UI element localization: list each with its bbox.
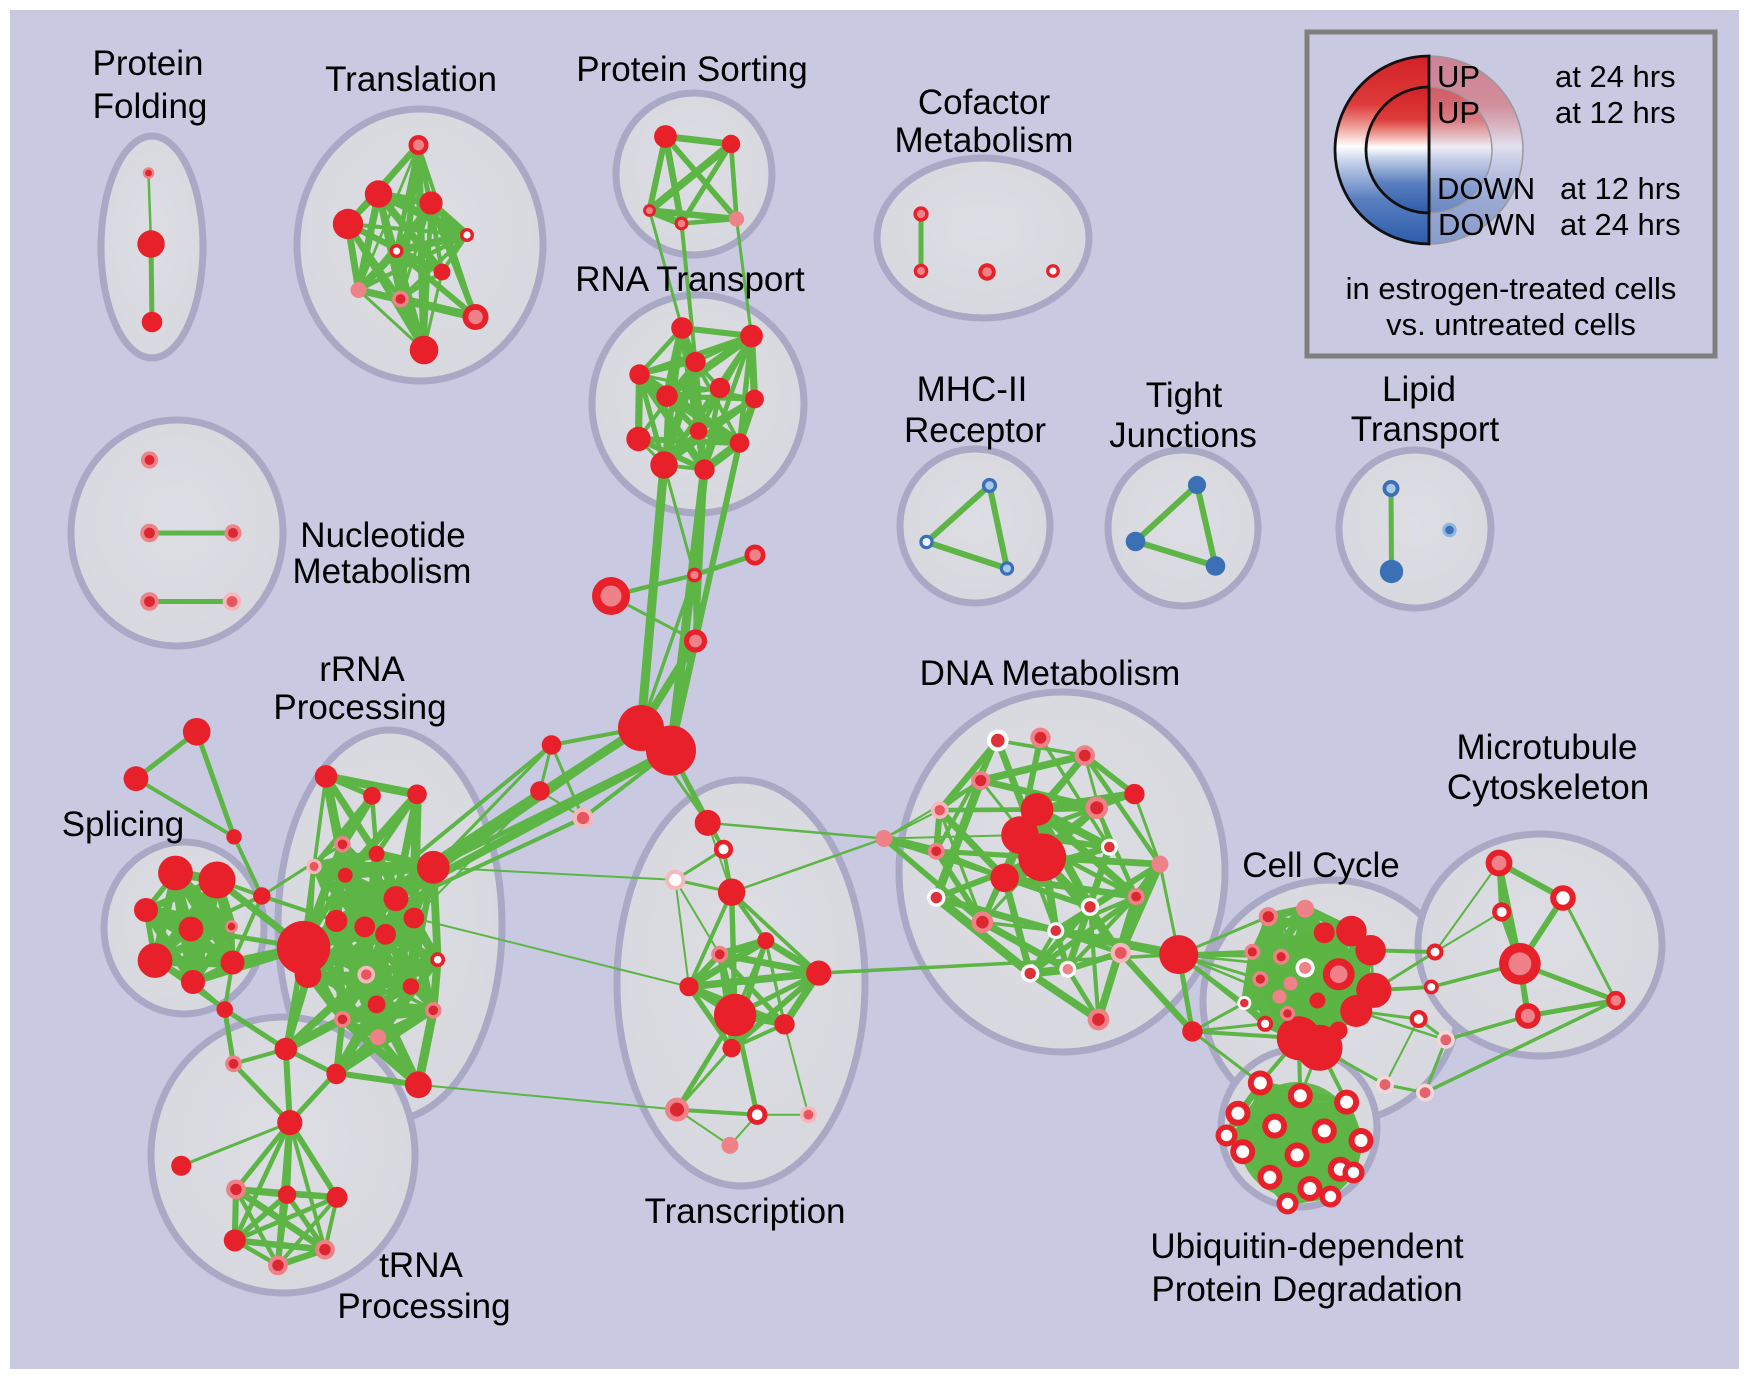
svg-text:Splicing: Splicing: [62, 805, 185, 844]
svg-text:Cytoskeleton: Cytoskeleton: [1447, 768, 1649, 807]
svg-text:Cell Cycle: Cell Cycle: [1242, 846, 1400, 885]
svg-text:RNA Transport: RNA Transport: [575, 260, 805, 299]
svg-text:Protein: Protein: [93, 44, 204, 83]
svg-text:Tight: Tight: [1146, 376, 1223, 415]
svg-text:Protein Degradation: Protein Degradation: [1151, 1270, 1462, 1309]
svg-text:Junctions: Junctions: [1109, 416, 1257, 455]
svg-text:Processing: Processing: [337, 1287, 510, 1326]
svg-text:Transport: Transport: [1351, 410, 1500, 449]
svg-text:DOWN: DOWN: [1438, 207, 1536, 242]
svg-text:UP: UP: [1437, 95, 1480, 130]
svg-text:Metabolism: Metabolism: [293, 552, 472, 591]
svg-text:Transcription: Transcription: [645, 1192, 846, 1231]
svg-text:Nucleotide: Nucleotide: [300, 516, 465, 555]
svg-text:at 24 hrs: at 24 hrs: [1555, 59, 1676, 94]
svg-text:Metabolism: Metabolism: [895, 121, 1074, 160]
svg-text:Cofactor: Cofactor: [918, 83, 1051, 122]
svg-text:tRNA: tRNA: [379, 1246, 463, 1285]
svg-text:Receptor: Receptor: [904, 411, 1046, 450]
svg-text:Lipid: Lipid: [1382, 370, 1456, 409]
svg-text:Folding: Folding: [93, 87, 208, 126]
svg-text:at 12 hrs: at 12 hrs: [1560, 171, 1681, 206]
svg-text:at 12 hrs: at 12 hrs: [1555, 95, 1676, 130]
svg-text:in estrogen-treated cells: in estrogen-treated cells: [1346, 271, 1677, 306]
svg-text:rRNA: rRNA: [319, 650, 405, 689]
svg-text:Protein Sorting: Protein Sorting: [576, 50, 808, 89]
svg-text:Microtubule: Microtubule: [1457, 728, 1638, 767]
svg-text:Processing: Processing: [273, 688, 446, 727]
svg-text:vs. untreated cells: vs. untreated cells: [1386, 307, 1636, 342]
svg-text:Ubiquitin-dependent: Ubiquitin-dependent: [1150, 1227, 1464, 1266]
svg-text:at 24 hrs: at 24 hrs: [1560, 207, 1681, 242]
svg-text:Translation: Translation: [325, 60, 497, 99]
svg-text:DOWN: DOWN: [1437, 171, 1535, 206]
svg-text:MHC-II: MHC-II: [917, 370, 1028, 409]
svg-text:UP: UP: [1437, 59, 1480, 94]
svg-text:DNA Metabolism: DNA Metabolism: [920, 654, 1181, 693]
